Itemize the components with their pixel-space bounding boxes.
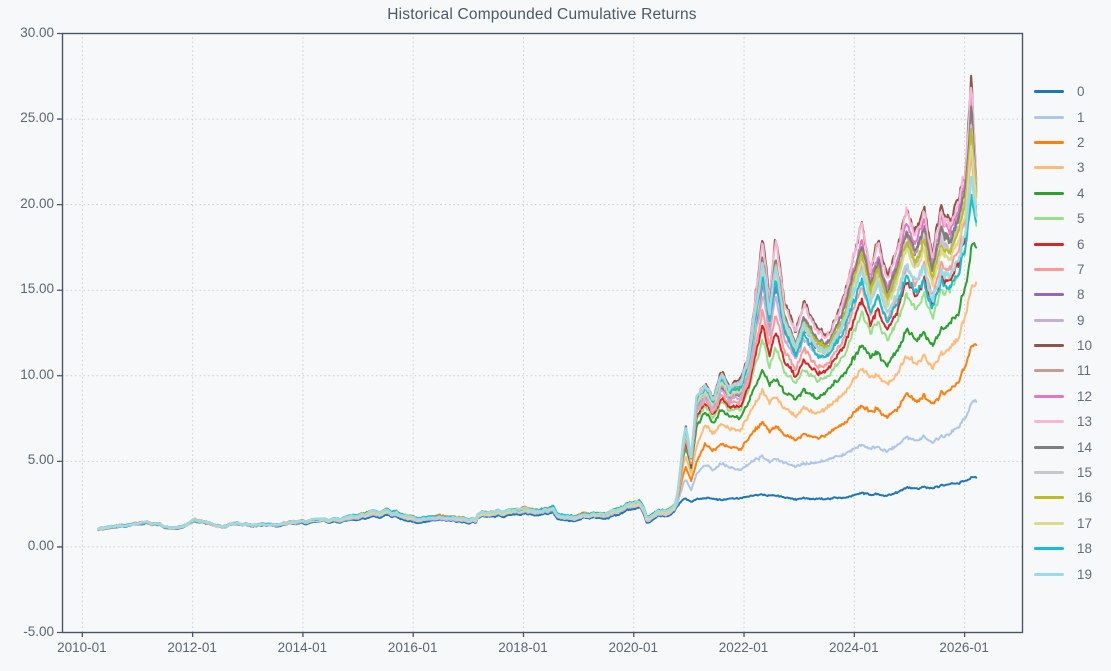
legend-item: 5 (1034, 206, 1092, 231)
legend-label: 7 (1077, 261, 1085, 277)
y-axis-tick-label: 10.00 (20, 366, 54, 382)
legend-swatch (1034, 267, 1064, 271)
y-axis-tick-label: 30.00 (20, 24, 54, 40)
legend-label: 16 (1077, 490, 1093, 506)
x-axis-tick-label: 2012-01 (167, 640, 217, 655)
y-axis-tick-label: 15.00 (20, 281, 54, 297)
legend-item: 16 (1034, 485, 1092, 510)
legend-swatch (1034, 521, 1064, 525)
x-axis-tick-label: 2022-01 (718, 640, 769, 655)
legend-item: 4 (1034, 181, 1092, 206)
legend-label: 13 (1077, 414, 1093, 430)
legend-label: 12 (1077, 388, 1093, 404)
legend-swatch (1034, 547, 1064, 551)
legend-item: 0 (1034, 79, 1092, 104)
legend-item: 12 (1034, 384, 1092, 409)
y-axis-tick-label: 0.00 (27, 537, 54, 553)
legend-label: 11 (1077, 363, 1092, 379)
legend-label: 0 (1077, 84, 1085, 100)
y-axis-tick-label: -5.00 (23, 623, 54, 639)
legend-swatch (1034, 217, 1064, 221)
legend-label: 9 (1077, 312, 1085, 328)
chart-title: Historical Compounded Cumulative Returns (387, 6, 697, 23)
y-axis-tick-label: 25.00 (20, 110, 54, 126)
legend-label: 18 (1077, 541, 1093, 557)
x-axis-tick-label: 2018-01 (498, 640, 548, 655)
legend-item: 15 (1034, 460, 1092, 485)
legend-item: 19 (1034, 561, 1092, 586)
x-axis-tick-label: 2024-01 (829, 640, 879, 655)
y-axis-tick-label: 5.00 (27, 452, 54, 468)
legend-swatch (1034, 471, 1064, 475)
legend-item: 11 (1034, 358, 1092, 383)
legend-item: 1 (1034, 104, 1092, 129)
legend-label: 1 (1077, 109, 1085, 125)
legend-label: 17 (1077, 515, 1093, 531)
legend-swatch (1034, 318, 1064, 322)
legend-swatch (1034, 242, 1064, 246)
legend-item: 13 (1034, 409, 1092, 434)
legend-item: 3 (1034, 155, 1092, 180)
y-axis-tick-label: 20.00 (20, 195, 54, 211)
legend-item: 8 (1034, 282, 1092, 307)
legend-label: 8 (1077, 287, 1085, 303)
legend-item: 14 (1034, 434, 1092, 459)
legend-item: 6 (1034, 231, 1092, 256)
legend-swatch (1034, 420, 1064, 424)
x-axis-tick-label: 2010-01 (57, 640, 107, 655)
legend-swatch (1034, 293, 1064, 297)
legend-label: 10 (1077, 338, 1093, 354)
legend-label: 14 (1077, 439, 1093, 455)
x-axis-tick-label: 2026-01 (939, 640, 989, 655)
legend-label: 6 (1077, 236, 1085, 252)
x-axis-tick-label: 2016-01 (387, 640, 438, 655)
legend-item: 18 (1034, 536, 1092, 561)
legend-item: 17 (1034, 511, 1092, 536)
legend-item: 10 (1034, 333, 1092, 358)
x-axis-tick-label: 2014-01 (277, 640, 328, 655)
legend-swatch (1034, 496, 1064, 500)
x-axis-tick-label: 2020-01 (608, 640, 659, 655)
legend-label: 15 (1077, 465, 1093, 481)
legend-swatch (1034, 166, 1064, 170)
legend-swatch (1034, 90, 1064, 94)
legend-swatch (1034, 191, 1064, 195)
legend-item: 7 (1034, 257, 1092, 282)
legend-label: 4 (1077, 185, 1085, 201)
legend-swatch (1034, 344, 1064, 348)
legend-label: 3 (1077, 160, 1085, 176)
legend-label: 2 (1077, 134, 1085, 150)
legend-swatch (1034, 369, 1064, 373)
legend: 0 1 2 3 4 5 6 7 8 9 10 11 12 13 14 15 16 17 18 19 (1034, 79, 1092, 587)
legend-swatch (1034, 115, 1064, 119)
legend-swatch (1034, 140, 1064, 144)
legend-swatch (1034, 394, 1064, 398)
legend-swatch (1034, 572, 1064, 576)
legend-label: 19 (1077, 566, 1093, 582)
legend-swatch (1034, 445, 1064, 449)
legend-item: 2 (1034, 130, 1092, 155)
legend-item: 9 (1034, 308, 1092, 333)
legend-label: 5 (1077, 211, 1085, 227)
